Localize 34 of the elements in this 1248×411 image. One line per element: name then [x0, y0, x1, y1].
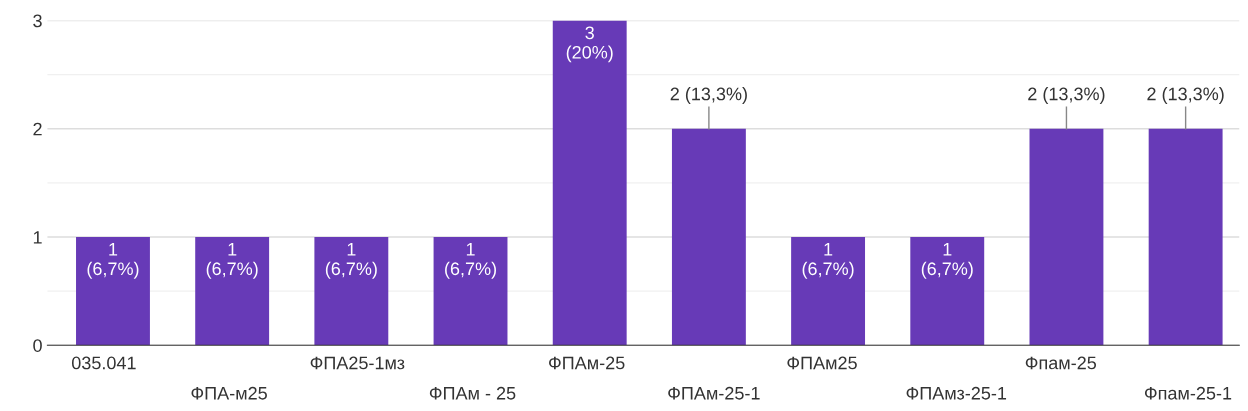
x-tick-label: 035.041 [71, 356, 136, 370]
bar [195, 237, 270, 346]
y-tick-label: 0 [33, 339, 42, 352]
data-label: 1 (6,7%) [87, 243, 139, 279]
bar [1029, 128, 1104, 346]
data-label: 1 (6,7%) [206, 243, 258, 279]
y-tick-label: 3 [33, 14, 42, 28]
data-label: 1 (6,7%) [802, 243, 854, 279]
bar [671, 128, 746, 346]
bar [552, 20, 627, 346]
x-tick-label: ФПАм-25-1 [668, 386, 760, 400]
data-label: 1 (6,7%) [921, 243, 973, 279]
x-tick-label: ФПАм - 25 [429, 386, 516, 400]
data-label: 2 (13,3%) [1028, 87, 1105, 104]
x-tick-label: ФПА25-1мз [310, 356, 405, 370]
bar [791, 237, 866, 346]
data-label: 1 (6,7%) [445, 243, 496, 279]
x-tick-label: ФПА-м25 [191, 386, 267, 400]
x-tick-label: Фпам-25-1 [1144, 386, 1232, 400]
data-label: 2 (13,3%) [1147, 87, 1224, 104]
x-tick-label: ФПАмз-25-1 [906, 386, 1007, 400]
data-label: 3 (20%) [566, 26, 613, 63]
x-tick-label: ФПАм25 [787, 356, 857, 370]
data-label: 2 (13,3%) [670, 87, 747, 104]
bar [910, 237, 985, 346]
bar [314, 237, 389, 346]
data-label: 1 (6,7%) [325, 243, 377, 279]
bar [1148, 128, 1223, 346]
bar [433, 237, 508, 346]
y-tick-label: 1 [33, 231, 42, 244]
x-tick-label: Фпам-25 [1025, 356, 1097, 370]
bar [76, 237, 150, 346]
x-tick-label: ФПАм-25 [549, 356, 625, 370]
y-tick-label: 2 [33, 122, 42, 136]
